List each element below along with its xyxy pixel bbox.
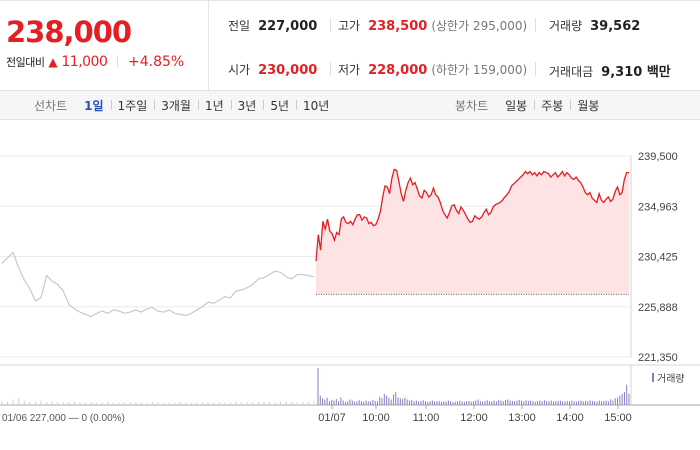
volume-value: 39,562 <box>590 19 641 34</box>
tab-3m[interactable]: 3개월 <box>154 97 198 114</box>
y-tick-label: 239,500 <box>638 151 678 163</box>
x-tick-label: 13:00 <box>508 412 536 424</box>
divider <box>535 62 536 76</box>
x-tick-label: 11:00 <box>413 412 440 424</box>
low-value: 228,000 <box>368 63 428 78</box>
amount-label: 거래대금 <box>549 65 594 79</box>
amount-value: 9,310 백만 <box>601 65 671 80</box>
high-cell: 고가 238,500 (상한가 295,000) <box>338 17 527 34</box>
prev-close-cell: 전일 227,000 <box>228 17 317 34</box>
line-chart-heading: 선차트 <box>34 98 68 113</box>
x-tick-label: 15:00 <box>604 412 632 424</box>
tab-1d[interactable]: 1일 <box>84 98 104 113</box>
divider <box>330 18 331 32</box>
change-row: 전일대비 ▲ 11,000 +4.85% <box>6 54 184 70</box>
tab-10y[interactable]: 10년 <box>296 97 336 114</box>
upper-limit: (상한가 295,000) <box>431 19 528 33</box>
divider <box>535 18 536 32</box>
y-tick-label: 221,350 <box>638 352 678 364</box>
x-tick-label: 10:00 <box>362 412 390 424</box>
low-cell: 저가 228,000 (하한가 159,000) <box>338 61 527 78</box>
prev-day-caption: 01/06 227,000 — 0 (0.00%) <box>2 413 125 424</box>
high-label: 고가 <box>338 19 361 33</box>
volume-cell: 거래량 39,562 <box>549 17 640 34</box>
prev-close-value: 227,000 <box>258 19 318 34</box>
candle-chart-heading: 봉차트 <box>455 98 489 113</box>
tab-daily[interactable]: 일봉 <box>505 98 528 113</box>
y-tick-label: 230,425 <box>638 252 678 264</box>
x-tick-label: 01/07 <box>318 412 346 424</box>
change-rate: +4.85% <box>128 54 185 70</box>
open-label: 시가 <box>228 63 251 77</box>
y-tick-label: 234,963 <box>638 201 678 213</box>
today-price-area <box>316 169 629 295</box>
current-price: 238,000 <box>6 15 132 49</box>
change-value: 11,000 <box>61 54 108 70</box>
tab-1y[interactable]: 1년 <box>197 97 231 114</box>
quote-panel: 238,000 전일대비 ▲ 11,000 +4.85% 전일 227,000 고… <box>0 0 700 93</box>
intraday-price-chart: 239,500 234,963 230,425 225,888 221,350 거래량 01… <box>0 151 700 424</box>
low-label: 저가 <box>338 63 361 77</box>
chart-tab-bar: 선차트 1일 1주일 3개월 1년 3년 5년 10년 봉차트 일봉 주봉 월봉 <box>0 90 700 120</box>
amount-cell: 거래대금 9,310 백만 <box>549 61 671 80</box>
candle-chart-tabs: 봉차트 일봉 주봉 월봉 <box>455 91 606 119</box>
tab-3y[interactable]: 3년 <box>230 97 264 114</box>
today-price-line <box>315 168 629 262</box>
tab-5y[interactable]: 5년 <box>263 97 296 114</box>
lower-limit: (하한가 159,000) <box>431 63 528 77</box>
volume-legend-label: 거래량 <box>657 373 685 385</box>
y-tick-label: 225,888 <box>638 302 678 314</box>
line-chart-tabs: 선차트 1일 1주일 3개월 1년 3년 5년 10년 <box>34 91 336 119</box>
volume-label: 거래량 <box>549 19 583 33</box>
x-tick-label: 12:00 <box>460 412 488 424</box>
open-cell: 시가 230,000 <box>228 61 317 78</box>
tab-weekly[interactable]: 주봉 <box>534 97 570 114</box>
divider <box>117 55 119 67</box>
divider <box>330 62 331 76</box>
tab-monthly[interactable]: 월봉 <box>570 97 606 114</box>
high-value: 238,500 <box>368 19 428 34</box>
prev-close-label: 전일 <box>228 19 251 33</box>
volume-legend-swatch <box>652 373 654 382</box>
up-arrow-icon: ▲ <box>48 55 58 69</box>
current-price-box: 238,000 전일대비 ▲ 11,000 +4.85% <box>0 1 209 93</box>
prev-day-price-line <box>1 251 315 318</box>
open-value: 230,000 <box>258 63 318 78</box>
change-label: 전일대비 <box>6 56 45 69</box>
tab-1w[interactable]: 1주일 <box>110 97 155 114</box>
x-tick-label: 14:00 <box>556 412 584 424</box>
